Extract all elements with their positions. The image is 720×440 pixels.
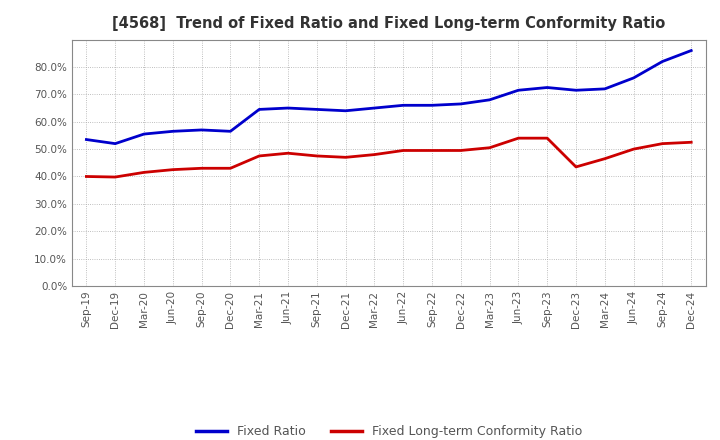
Fixed Long-term Conformity Ratio: [629, 147, 638, 152]
Fixed Ratio: [82, 137, 91, 142]
Fixed Ratio: [600, 86, 609, 92]
Fixed Long-term Conformity Ratio: [543, 136, 552, 141]
Fixed Ratio: [370, 106, 379, 111]
Fixed Long-term Conformity Ratio: [312, 153, 321, 158]
Fixed Ratio: [399, 103, 408, 108]
Fixed Long-term Conformity Ratio: [485, 145, 494, 150]
Fixed Ratio: [543, 85, 552, 90]
Fixed Ratio: [456, 101, 465, 106]
Fixed Long-term Conformity Ratio: [82, 174, 91, 179]
Fixed Ratio: [428, 103, 436, 108]
Fixed Long-term Conformity Ratio: [341, 155, 350, 160]
Fixed Long-term Conformity Ratio: [255, 153, 264, 158]
Fixed Ratio: [226, 128, 235, 134]
Fixed Long-term Conformity Ratio: [658, 141, 667, 146]
Fixed Ratio: [255, 107, 264, 112]
Line: Fixed Ratio: Fixed Ratio: [86, 51, 691, 143]
Fixed Long-term Conformity Ratio: [370, 152, 379, 157]
Fixed Ratio: [629, 75, 638, 81]
Fixed Long-term Conformity Ratio: [226, 165, 235, 171]
Fixed Ratio: [284, 106, 292, 111]
Fixed Ratio: [572, 88, 580, 93]
Fixed Long-term Conformity Ratio: [197, 165, 206, 171]
Fixed Long-term Conformity Ratio: [572, 164, 580, 169]
Fixed Ratio: [514, 88, 523, 93]
Fixed Ratio: [168, 128, 177, 134]
Fixed Ratio: [111, 141, 120, 146]
Line: Fixed Long-term Conformity Ratio: Fixed Long-term Conformity Ratio: [86, 138, 691, 177]
Fixed Ratio: [485, 97, 494, 103]
Fixed Long-term Conformity Ratio: [514, 136, 523, 141]
Fixed Long-term Conformity Ratio: [140, 170, 148, 175]
Legend: Fixed Ratio, Fixed Long-term Conformity Ratio: Fixed Ratio, Fixed Long-term Conformity …: [191, 420, 587, 440]
Fixed Long-term Conformity Ratio: [456, 148, 465, 153]
Fixed Ratio: [658, 59, 667, 64]
Fixed Ratio: [687, 48, 696, 53]
Fixed Long-term Conformity Ratio: [399, 148, 408, 153]
Title: [4568]  Trend of Fixed Ratio and Fixed Long-term Conformity Ratio: [4568] Trend of Fixed Ratio and Fixed Lo…: [112, 16, 665, 32]
Fixed Long-term Conformity Ratio: [284, 150, 292, 156]
Fixed Ratio: [341, 108, 350, 114]
Fixed Long-term Conformity Ratio: [168, 167, 177, 172]
Fixed Long-term Conformity Ratio: [687, 139, 696, 145]
Fixed Ratio: [140, 132, 148, 137]
Fixed Ratio: [197, 127, 206, 132]
Fixed Long-term Conformity Ratio: [111, 174, 120, 180]
Fixed Long-term Conformity Ratio: [600, 156, 609, 161]
Fixed Long-term Conformity Ratio: [428, 148, 436, 153]
Fixed Ratio: [312, 107, 321, 112]
